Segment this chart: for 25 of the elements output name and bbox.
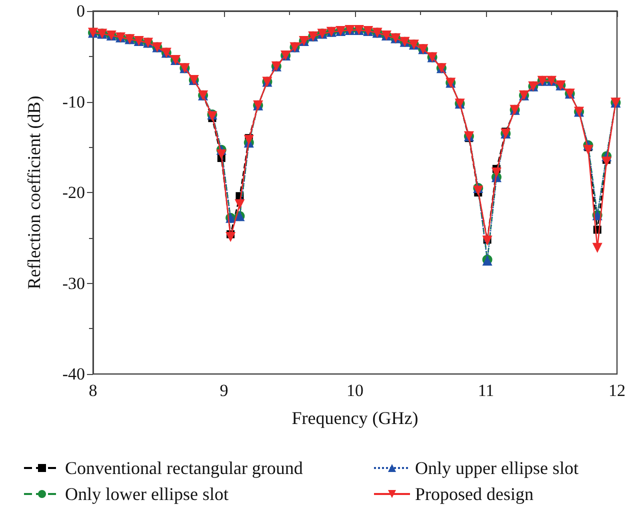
y-tick-label: -40 <box>62 364 85 384</box>
legend-label: Conventional rectangular ground <box>65 458 303 478</box>
legend-label: Proposed design <box>415 484 534 504</box>
legend-label: Only upper ellipse slot <box>415 458 578 478</box>
x-tick-label: 8 <box>88 381 98 400</box>
x-tick-label: 12 <box>608 381 626 400</box>
point <box>244 134 254 145</box>
point <box>234 199 245 210</box>
y-tick-label: -30 <box>62 274 85 293</box>
x-axis-title: Frequency (GHz) <box>292 408 418 428</box>
point <box>491 168 502 178</box>
point <box>583 144 594 155</box>
y-axis-title: Reflection coefficient (dB) <box>24 96 44 290</box>
point <box>602 156 612 167</box>
x-tick-label: 10 <box>346 381 364 400</box>
legend-label: Only lower ellipse slot <box>65 484 228 504</box>
point <box>226 232 236 242</box>
y-tick-label: -10 <box>62 92 85 112</box>
y-tick-label: -20 <box>62 183 85 202</box>
x-tick-label: 11 <box>478 381 494 400</box>
point <box>592 242 602 253</box>
point <box>216 149 226 160</box>
point <box>473 186 484 196</box>
y-tick-label: 0 <box>76 2 85 20</box>
x-tick-label: 9 <box>220 381 228 400</box>
